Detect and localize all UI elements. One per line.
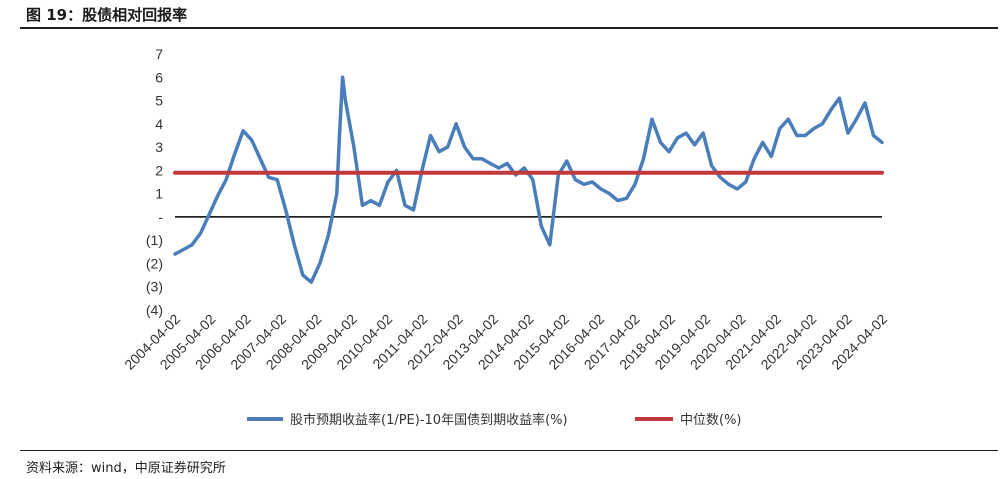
series-layer	[173, 75, 884, 284]
y-tick-label: 2	[155, 162, 163, 178]
figure-title: 图 19：股债相对回报率	[26, 6, 188, 24]
y-axis-ticks: 7 6 5 4 3 2 1 - (1) (2) (3) (4)	[146, 46, 163, 318]
spread-series-line	[173, 75, 884, 284]
title-divider	[20, 27, 998, 29]
y-tick-label: 7	[155, 46, 163, 62]
y-tick-label: 1	[155, 186, 163, 202]
chart-legend: 股市预期收益率(1/PE)-10年国债到期收益率(%) 中位数(%)	[247, 412, 742, 428]
y-tick-label: (4)	[146, 302, 163, 318]
legend-label: 中位数(%)	[680, 413, 742, 428]
y-tick-label: 4	[155, 116, 163, 132]
footer-divider	[20, 450, 998, 451]
y-tick-label: 6	[155, 69, 163, 85]
y-tick-label: -	[158, 209, 163, 225]
line-chart: 7 6 5 4 3 2 1 - (1) (2) (3) (4) 2004-04-022005-04-0…	[121, 46, 890, 428]
y-tick-label: (3)	[146, 279, 163, 295]
x-axis-ticks: 2004-04-022005-04-022006-04-022007-04-02…	[121, 311, 890, 373]
source-note: 资料来源：wind，中原证券研究所	[26, 461, 226, 476]
y-tick-label: 5	[155, 93, 163, 109]
y-tick-label: 3	[155, 139, 163, 155]
y-tick-label: (2)	[146, 255, 163, 271]
y-tick-label: (1)	[146, 232, 163, 248]
legend-label: 股市预期收益率(1/PE)-10年国债到期收益率(%)	[290, 412, 568, 428]
